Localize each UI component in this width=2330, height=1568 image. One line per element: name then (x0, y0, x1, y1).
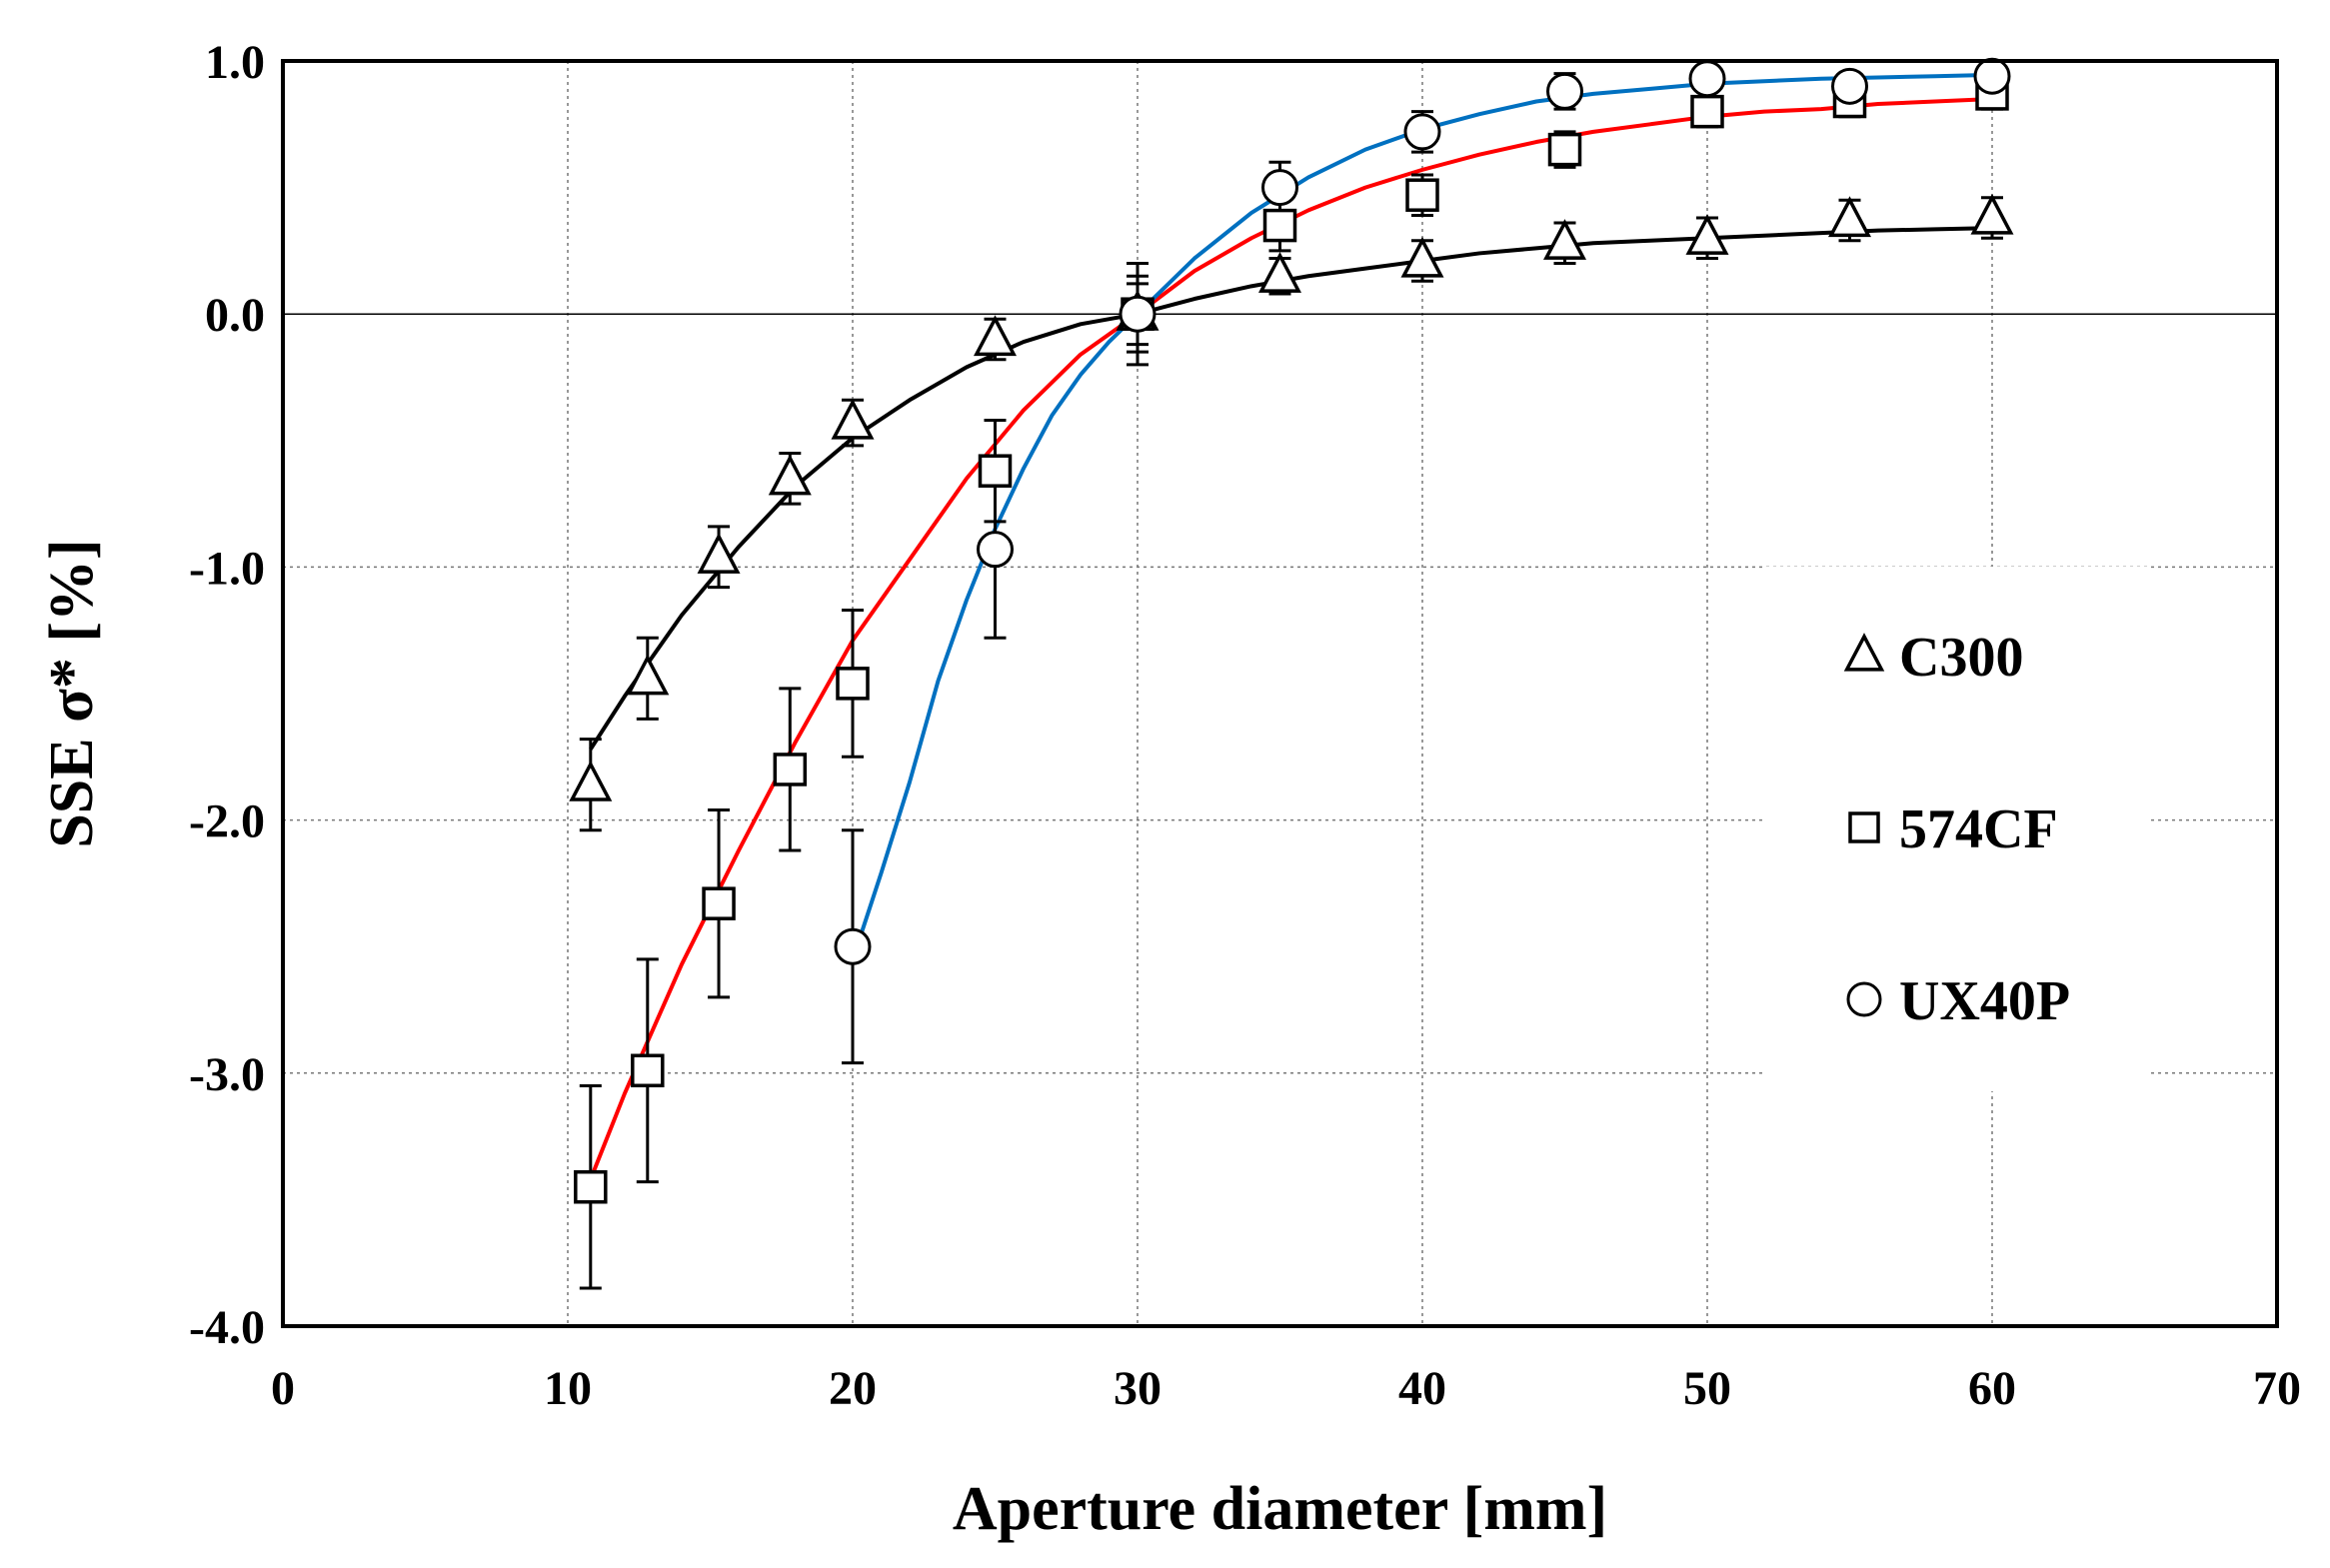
point-ux40p (1403, 113, 1441, 151)
point-c300 (569, 760, 613, 801)
point-ux40p (834, 927, 872, 965)
x-tick-label: 20 (829, 1362, 877, 1415)
y-tick-label: -1.0 (189, 542, 265, 595)
point-c300 (1258, 252, 1301, 293)
point-574cf (773, 753, 808, 786)
point-574cf (1690, 94, 1724, 129)
point-c300 (1543, 219, 1586, 260)
x-tick-label: 0 (271, 1362, 295, 1415)
point-574cf (574, 1169, 608, 1204)
y-tick-label: -4.0 (189, 1301, 265, 1354)
legend-label: C300 (1899, 627, 2023, 689)
tick-labels: 0 10 20 30 40 50 60 70 1.0 0.0 -1.0 -2.0 -3.0 -4.0 (189, 36, 2301, 1415)
legend-box (1764, 567, 2149, 1091)
point-ux40p (1831, 67, 1868, 105)
point-c300 (697, 533, 741, 574)
point-574cf (1547, 132, 1582, 167)
x-tick-label: 30 (1114, 1362, 1162, 1415)
point-c300 (1970, 193, 2014, 235)
point-574cf (702, 886, 736, 920)
x-axis-title: Aperture diameter [mm] (953, 1475, 1607, 1543)
point-ux40p (1261, 169, 1298, 207)
point-574cf (631, 1053, 665, 1088)
point-ux40p (1688, 60, 1726, 98)
legend-marker-ux40p (1846, 981, 1882, 1017)
point-ux40p (1973, 57, 2011, 95)
point-c300 (1400, 236, 1444, 278)
data-points (569, 57, 2014, 1204)
legend: C300 574CF UX40P (1764, 567, 2149, 1091)
point-574cf (836, 667, 870, 701)
point-c300 (768, 454, 812, 496)
point-ux40p (1546, 72, 1583, 110)
y-tick-label: -3.0 (189, 1048, 265, 1101)
legend-marker-574cf (1848, 811, 1880, 843)
point-c300 (974, 315, 1017, 357)
legend-label: 574CF (1899, 798, 2058, 860)
point-c300 (1828, 196, 1871, 238)
y-axis-title: SSE σ* [%] (38, 539, 106, 847)
legend-label: UX40P (1899, 970, 2070, 1032)
point-574cf (978, 454, 1013, 488)
y-tick-label: 0.0 (205, 289, 265, 342)
point-574cf (1405, 178, 1439, 212)
y-tick-label: 1.0 (205, 36, 265, 89)
point-c300 (626, 654, 670, 696)
x-tick-label: 50 (1683, 1362, 1731, 1415)
point-574cf (1262, 208, 1297, 243)
point-c300 (1685, 214, 1729, 255)
point-ux40p (977, 531, 1014, 569)
point-c300 (831, 398, 875, 440)
legend-marker-c300 (1843, 633, 1885, 672)
x-tick-label: 60 (1968, 1362, 2016, 1415)
x-tick-label: 10 (544, 1362, 592, 1415)
point-ux40p (1119, 295, 1157, 333)
y-tick-label: -2.0 (189, 795, 265, 848)
plot-frame (281, 59, 2279, 1328)
x-tick-label: 40 (1398, 1362, 1446, 1415)
x-tick-label: 70 (2253, 1362, 2301, 1415)
